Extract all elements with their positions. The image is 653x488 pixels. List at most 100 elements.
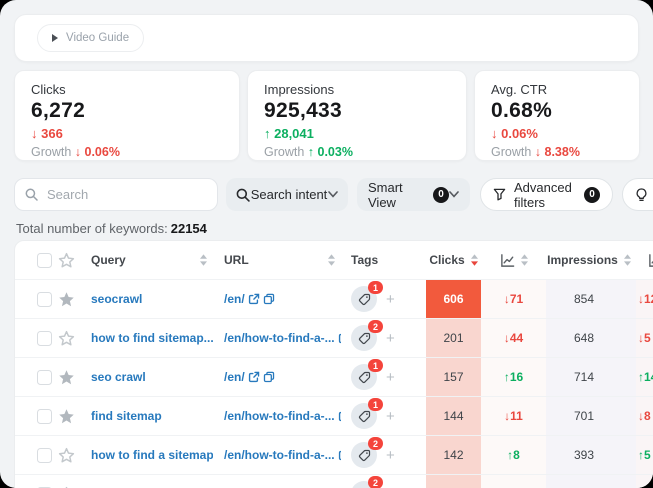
tag-button[interactable]: 2 <box>351 437 383 468</box>
tag-icon <box>358 410 370 422</box>
tag-button[interactable]: 1 <box>351 359 383 390</box>
row-star <box>55 319 87 357</box>
clicks-change: ↑16 <box>503 370 524 384</box>
query-link[interactable]: seocrawl <box>91 292 143 306</box>
query-link[interactable]: find sitemap <box>91 409 162 423</box>
card-value: 0.68% <box>491 99 553 122</box>
sort-icon[interactable] <box>328 254 335 266</box>
sort-icon-active-desc[interactable] <box>470 254 478 266</box>
tag-count-badge: 1 <box>368 359 383 372</box>
advanced-filters-button[interactable]: Advanced filters 0 <box>480 178 613 211</box>
chevron-down-icon <box>449 191 459 198</box>
top-bar: Video Guide <box>14 14 639 62</box>
partial-right-button[interactable]: A <box>622 178 653 211</box>
impressions-card: Impressions 925,433 ↑ 28,041 Growth ↑ 0.… <box>247 70 467 161</box>
table-row: /en/how-to-find-a-... 2 + <box>15 475 653 488</box>
impressions-value: 701 <box>573 409 595 423</box>
add-tag-button[interactable]: + <box>386 407 395 425</box>
column-clicks[interactable]: Clicks <box>429 253 465 267</box>
tag-icon <box>358 293 370 305</box>
external-link-icon[interactable] <box>248 293 260 305</box>
url-link[interactable]: /en/ <box>224 292 245 306</box>
clicks-change: ↓44 <box>503 331 524 345</box>
table-row: how to find sitemap... /en/how-to-find-a… <box>15 319 653 358</box>
trend-chart-icon[interactable] <box>648 253 653 268</box>
card-growth: Growth ↑ 0.03% <box>264 145 353 159</box>
smart-view-count-badge: 0 <box>433 186 449 203</box>
filter-funnel-icon <box>493 188 506 201</box>
impressions-value: 393 <box>573 448 595 462</box>
stat-cards: Clicks 6,272 ↓ 366 Growth ↓ 0.06% Impres… <box>14 70 640 161</box>
clicks-value: 157 <box>443 370 464 384</box>
copy-icon[interactable] <box>263 371 275 383</box>
url-link[interactable]: /en/how-to-find-a-... <box>224 448 335 462</box>
query-link[interactable]: how to find sitemap... <box>91 331 213 345</box>
column-query[interactable]: Query <box>91 253 126 267</box>
star-icon[interactable] <box>58 252 75 269</box>
smart-view-dropdown[interactable]: Smart View 0 <box>357 178 470 211</box>
advanced-filters-count-badge: 0 <box>584 186 600 203</box>
impressions-change: ↑5 <box>638 448 651 462</box>
query-link[interactable]: how to find a sitemap <box>91 448 213 462</box>
add-tag-button[interactable]: + <box>386 329 395 347</box>
tag-icon <box>358 332 370 344</box>
smart-view-label: Smart View <box>368 179 403 210</box>
impressions-value: 714 <box>573 370 595 384</box>
tag-button[interactable]: 1 <box>351 398 383 429</box>
add-tag-button[interactable]: + <box>386 290 395 308</box>
external-link-icon[interactable] <box>338 449 341 461</box>
query-link[interactable]: seo crawl <box>91 370 146 384</box>
external-link-icon[interactable] <box>248 371 260 383</box>
search-input[interactable] <box>45 186 225 203</box>
impressions-change: ↓8 <box>638 409 651 423</box>
clicks-change: ↓11 <box>504 409 523 423</box>
tag-count-badge: 2 <box>368 437 383 450</box>
star-filled-icon[interactable] <box>58 369 75 386</box>
lightbulb-icon <box>636 187 647 201</box>
external-link-icon[interactable] <box>338 410 341 422</box>
select-all-checkbox[interactable] <box>37 252 52 268</box>
card-delta: ↓ 366 <box>31 126 63 141</box>
tag-button[interactable]: 1 <box>351 281 383 312</box>
sort-icon[interactable] <box>200 254 207 266</box>
table-row: how to find a sitemap /en/how-to-find-a-… <box>15 436 653 475</box>
tag-button[interactable]: 2 <box>351 320 383 351</box>
clicks-value: 144 <box>443 409 464 423</box>
star-filled-icon[interactable] <box>58 291 75 308</box>
star-outline-icon[interactable] <box>58 447 75 464</box>
sort-icon[interactable] <box>623 254 631 266</box>
add-tag-button[interactable]: + <box>386 446 395 464</box>
external-link-icon[interactable] <box>338 332 341 344</box>
row-checkbox[interactable] <box>37 330 52 346</box>
row-checkbox[interactable] <box>37 369 52 385</box>
sort-icon[interactable] <box>520 254 528 266</box>
add-tag-button[interactable]: + <box>386 486 395 488</box>
video-guide-button[interactable]: Video Guide <box>37 24 145 52</box>
tag-button[interactable]: 2 <box>351 476 383 488</box>
row-checkbox[interactable] <box>37 291 52 307</box>
star-filled-icon[interactable] <box>58 408 75 425</box>
impressions-change: ↑14 <box>638 370 653 384</box>
row-star <box>55 280 87 318</box>
url-link[interactable]: /en/ <box>224 370 245 384</box>
add-tag-button[interactable]: + <box>386 368 395 386</box>
trend-chart-icon[interactable] <box>500 253 515 268</box>
tag-count-badge: 2 <box>368 476 383 488</box>
row-star <box>55 358 87 396</box>
copy-icon[interactable] <box>263 293 275 305</box>
search-input-wrap <box>14 178 225 211</box>
search-icon <box>236 188 250 202</box>
url-link[interactable]: /en/how-to-find-a-... <box>224 409 335 423</box>
search-intent-dropdown[interactable]: Search intent <box>226 178 348 211</box>
table-row: find sitemap /en/how-to-find-a-... 1 + 1… <box>15 397 653 436</box>
row-checkbox[interactable] <box>37 447 52 463</box>
tag-count-badge: 2 <box>368 320 383 333</box>
url-link[interactable]: /en/how-to-find-a-... <box>224 331 335 345</box>
star-outline-icon[interactable] <box>58 330 75 347</box>
tag-count-badge: 1 <box>368 281 383 294</box>
column-url[interactable]: URL <box>224 253 249 267</box>
row-checkbox[interactable] <box>37 408 52 424</box>
column-impressions[interactable]: Impressions <box>547 253 618 267</box>
clicks-value: 142 <box>443 448 464 462</box>
